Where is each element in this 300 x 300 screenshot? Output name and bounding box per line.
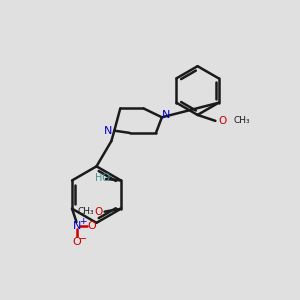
Text: O: O xyxy=(73,237,82,247)
Text: O: O xyxy=(101,173,109,183)
Text: H: H xyxy=(95,173,102,183)
Text: +: + xyxy=(79,217,87,226)
Text: CH₃: CH₃ xyxy=(78,207,94,216)
Text: O: O xyxy=(218,116,226,126)
Text: O: O xyxy=(87,220,96,231)
Text: O: O xyxy=(95,207,103,217)
Text: −: − xyxy=(79,234,87,244)
Text: N: N xyxy=(103,126,112,136)
Text: CH₃: CH₃ xyxy=(233,116,250,125)
Text: N: N xyxy=(162,110,170,120)
Text: N: N xyxy=(73,220,81,231)
